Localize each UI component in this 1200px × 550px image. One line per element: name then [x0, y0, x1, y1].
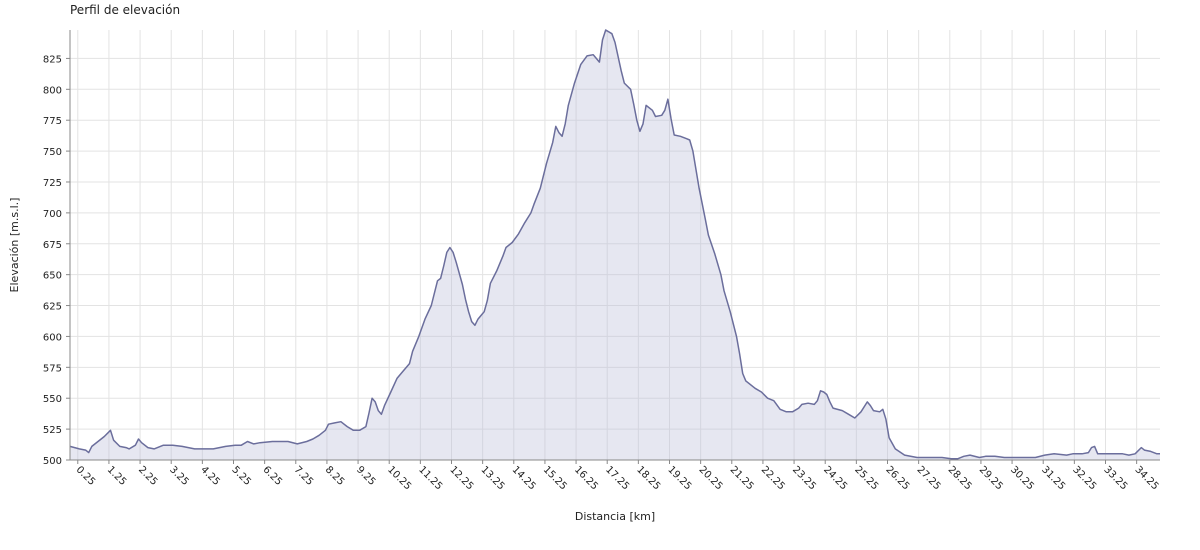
y-tick-label: 750: [43, 147, 62, 158]
x-tick-label: 24.25: [821, 464, 849, 492]
x-tick-label: 9.25: [354, 464, 378, 488]
elevation-line: [69, 29, 1160, 460]
x-tick-label: 15.25: [541, 464, 569, 492]
y-tick-label: 500: [43, 456, 62, 467]
x-tick-label: 13.25: [479, 464, 507, 492]
x-tick-label: 14.25: [510, 464, 538, 492]
x-tick-label: 29.25: [977, 464, 1005, 492]
x-tick-label: 22.25: [759, 464, 787, 492]
x-tick-label: 1.25: [105, 464, 129, 488]
x-tick-label: 0.25: [74, 464, 98, 488]
y-tick-label: 625: [43, 302, 62, 313]
x-tick-label: 20.25: [697, 464, 725, 492]
chart-title: Perfil de elevación: [70, 3, 181, 17]
x-tick-label: 18.25: [634, 464, 662, 492]
y-tick-label: 775: [43, 116, 62, 127]
x-tick-label: 11.25: [416, 464, 444, 492]
y-tick-label: 600: [43, 332, 62, 343]
x-tick-label: 30.25: [1008, 464, 1036, 492]
y-tick-label: 700: [43, 209, 62, 220]
x-tick-label: 32.25: [1070, 464, 1098, 492]
x-tick-label: 6.25: [261, 464, 285, 488]
y-tick-label: 575: [43, 363, 62, 374]
x-tick-label: 2.25: [136, 464, 160, 488]
x-tick-label: 4.25: [198, 464, 222, 488]
x-tick-label: 23.25: [790, 464, 818, 492]
y-tick-label: 800: [43, 85, 62, 96]
x-tick-label: 16.25: [572, 464, 600, 492]
x-tick-label: 28.25: [946, 464, 974, 492]
x-tick-label: 8.25: [323, 464, 347, 488]
y-tick-label: 525: [43, 425, 62, 436]
y-tick-label: 650: [43, 271, 62, 282]
x-tick-label: 31.25: [1039, 464, 1067, 492]
x-tick-label: 19.25: [665, 464, 693, 492]
x-tick-label: 33.25: [1101, 464, 1129, 492]
elevation-area: [70, 30, 1160, 460]
x-tick-label: 12.25: [447, 464, 475, 492]
y-axis-title: Elevación [m.s.l.]: [8, 198, 21, 293]
x-tick-label: 17.25: [603, 464, 631, 492]
y-tick-label: 550: [43, 394, 62, 405]
y-axis-ticks: 500 525 550 575 600 625 650 675 700 725 750 775 800 8…: [43, 54, 70, 467]
grid-lines: [70, 30, 1160, 461]
x-tick-label: 25.25: [852, 464, 880, 492]
x-tick-label: 10.25: [385, 464, 413, 492]
y-tick-label: 825: [43, 54, 62, 65]
x-tick-label: 3.25: [167, 464, 191, 488]
x-tick-label: 5.25: [229, 464, 253, 488]
y-tick-label: 725: [43, 178, 62, 189]
x-tick-label: 21.25: [728, 464, 756, 492]
x-tick-label: 26.25: [883, 464, 911, 492]
x-tick-label: 34.25: [1133, 464, 1161, 492]
x-axis-ticks: 0.25 1.25 2.25 3.25 4.25 5.25 6.25 7.25 8.25 9.25…: [74, 460, 1161, 492]
y-tick-label: 675: [43, 240, 62, 251]
x-tick-label: 27.25: [915, 464, 943, 492]
x-tick-label: 7.25: [292, 464, 316, 488]
x-axis-title: Distancia [km]: [575, 510, 655, 523]
